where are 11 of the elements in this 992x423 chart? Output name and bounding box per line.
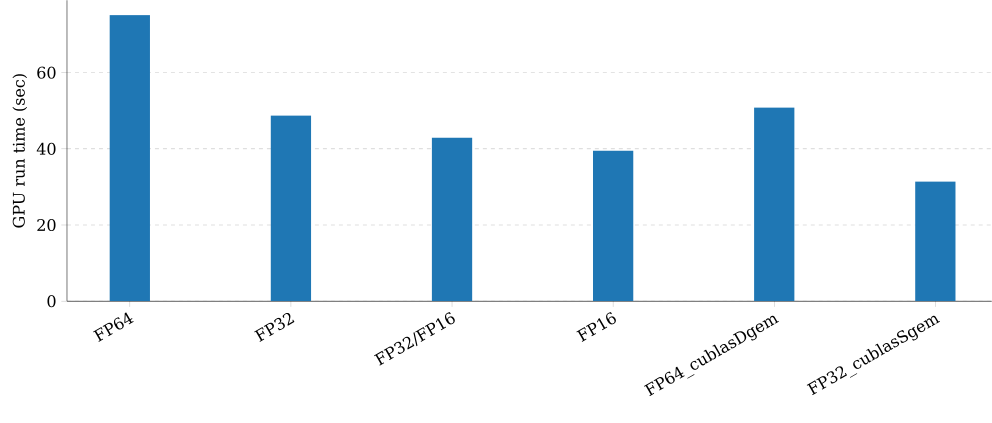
- y-tick-label: 40: [36, 142, 56, 155]
- bar: [432, 138, 472, 302]
- bar: [110, 15, 150, 302]
- bar: [915, 182, 956, 302]
- bar: [270, 116, 312, 302]
- bar: [754, 108, 794, 302]
- bar: [593, 150, 634, 302]
- y-axis-title: GPU run time (sec): [12, 74, 28, 228]
- y-tick-label: 0: [47, 295, 56, 308]
- y-tick-label: 60: [37, 66, 56, 79]
- y-tick-label: 20: [37, 218, 56, 231]
